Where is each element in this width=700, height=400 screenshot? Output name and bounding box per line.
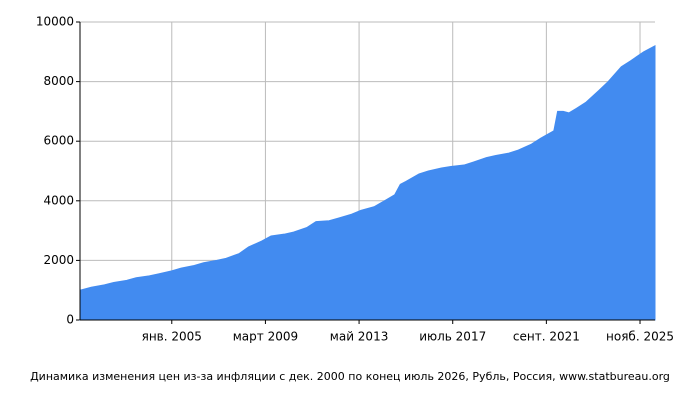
y-tick-label: 8000: [43, 74, 74, 88]
x-tick-label: март 2009: [233, 330, 298, 344]
area: [79, 45, 656, 321]
x-tick-label: июль 2017: [419, 330, 486, 344]
x-tick-label: сент. 2021: [513, 330, 580, 344]
x-tick-label: нояб. 2025: [606, 330, 674, 344]
y-tick-label: 0: [66, 313, 74, 327]
y-tick-label: 4000: [43, 193, 74, 207]
y-tick-label: 2000: [43, 253, 74, 267]
chart-title: Динамика изменения цен из-за инфляции с …: [30, 370, 670, 383]
x-tick-label: янв. 2005: [142, 330, 202, 344]
x-tick-label: май 2013: [330, 330, 389, 344]
y-tick-label: 6000: [43, 134, 74, 148]
y-tick-label: 10000: [36, 15, 74, 29]
